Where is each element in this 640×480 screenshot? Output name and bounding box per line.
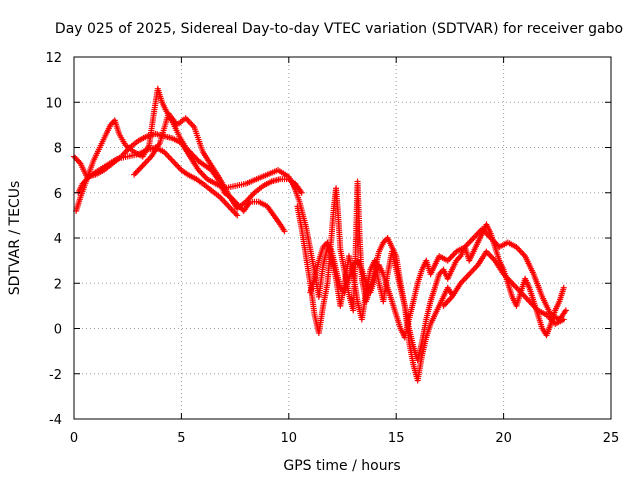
x-tick-label: 25: [603, 431, 620, 446]
series-track-h: [440, 248, 567, 327]
x-axis-label: GPS time / hours: [283, 458, 400, 474]
y-tick-label: 6: [54, 187, 62, 202]
x-tick-labels: 0 5 10 15 20 25: [70, 431, 619, 446]
data-point: [281, 228, 288, 235]
x-tick-label: 5: [177, 431, 185, 446]
series-track-g: [307, 225, 569, 341]
data-point: [298, 189, 305, 196]
x-tick-label: 15: [388, 431, 405, 446]
data-point: [560, 316, 567, 323]
x-tick-label: 10: [281, 431, 298, 446]
y-tick-label: 10: [45, 96, 62, 111]
series-track-d: [131, 110, 305, 212]
data-point: [234, 212, 241, 219]
data-point: [76, 158, 83, 165]
data-markers: [71, 85, 569, 384]
y-tick-label: -2: [49, 368, 62, 383]
y-tick-label: -4: [49, 413, 62, 428]
axis-ticks: [73, 56, 612, 420]
chart-title: Day 025 of 2025, Sidereal Day-to-day VTE…: [55, 21, 623, 37]
y-tick-label: 12: [45, 51, 62, 66]
series-track-b: [73, 85, 288, 235]
y-tick-label: 4: [54, 232, 62, 247]
y-axis-label: SDTVAR / TECUs: [7, 181, 23, 296]
y-tick-label: 0: [54, 323, 62, 338]
data-point: [562, 307, 569, 314]
series-track-f: [294, 178, 567, 364]
y-tick-label: 8: [54, 142, 62, 157]
y-tick-label: 2: [54, 277, 62, 292]
x-tick-label: 0: [70, 431, 78, 446]
y-tick-labels: -4 -2 0 2 4 6 8 10 12: [45, 51, 62, 428]
x-tick-label: 20: [495, 431, 512, 446]
data-point: [560, 284, 567, 291]
